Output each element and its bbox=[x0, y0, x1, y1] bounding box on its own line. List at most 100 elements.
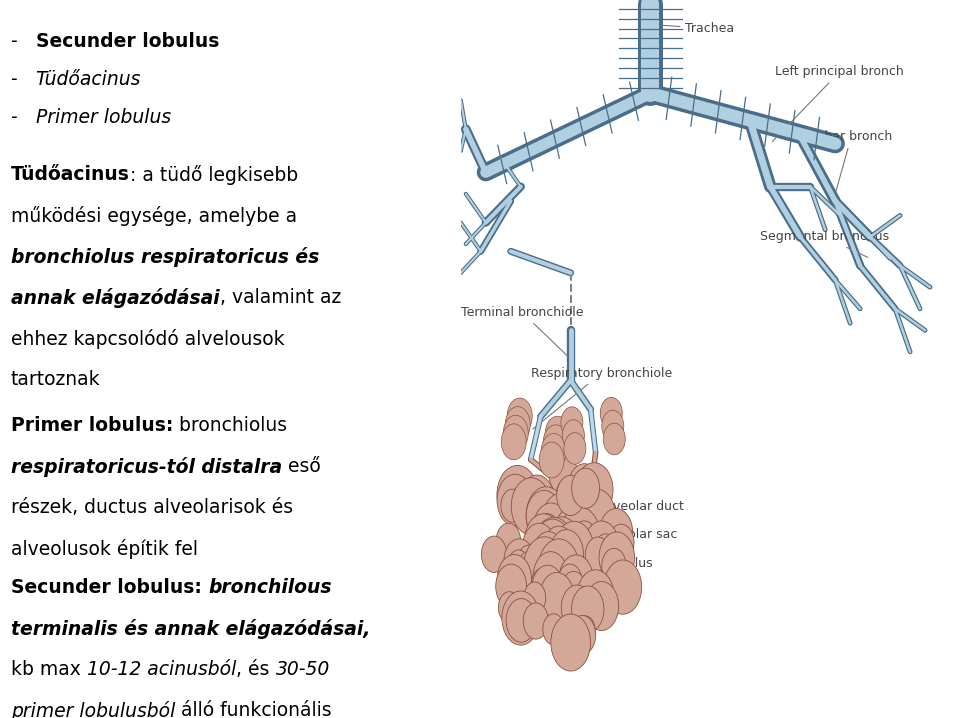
Text: Alveolus: Alveolus bbox=[539, 557, 653, 574]
Circle shape bbox=[540, 572, 574, 621]
Text: Alveolar duct: Alveolar duct bbox=[584, 496, 684, 513]
Text: Primer lobulus: Primer lobulus bbox=[36, 108, 171, 127]
Text: Alveolar sac: Alveolar sac bbox=[553, 528, 677, 541]
Circle shape bbox=[546, 550, 569, 584]
Text: részek, ductus alveolarisok és: részek, ductus alveolarisok és bbox=[11, 498, 293, 517]
Circle shape bbox=[496, 523, 520, 558]
Circle shape bbox=[575, 462, 613, 517]
Circle shape bbox=[599, 532, 635, 583]
Circle shape bbox=[534, 517, 574, 575]
Circle shape bbox=[599, 508, 633, 556]
Text: eső: eső bbox=[282, 457, 321, 476]
Circle shape bbox=[481, 536, 507, 572]
Circle shape bbox=[504, 538, 535, 583]
Text: terminalis és annak elágazódásai,: terminalis és annak elágazódásai, bbox=[11, 619, 371, 639]
Circle shape bbox=[585, 488, 607, 520]
Text: Tüdőacinus: Tüdőacinus bbox=[11, 165, 130, 184]
Circle shape bbox=[505, 406, 530, 442]
Text: annak elágazódásai: annak elágazódásai bbox=[11, 288, 220, 308]
Circle shape bbox=[524, 582, 545, 614]
Text: Trachea: Trachea bbox=[663, 22, 734, 35]
Circle shape bbox=[540, 521, 574, 571]
Text: -: - bbox=[11, 32, 36, 51]
Circle shape bbox=[503, 415, 528, 451]
Circle shape bbox=[532, 565, 564, 610]
Circle shape bbox=[522, 523, 556, 572]
Circle shape bbox=[524, 537, 565, 596]
Circle shape bbox=[526, 490, 562, 541]
Text: bronchiolus: bronchiolus bbox=[174, 416, 287, 435]
Circle shape bbox=[603, 423, 625, 454]
Circle shape bbox=[501, 424, 526, 460]
Circle shape bbox=[508, 550, 529, 580]
Text: ehhez kapcsolódó alvelousok: ehhez kapcsolódó alvelousok bbox=[11, 329, 284, 349]
Circle shape bbox=[506, 599, 537, 642]
Circle shape bbox=[584, 574, 611, 614]
Circle shape bbox=[556, 477, 581, 514]
Text: Respiratory bronchiole: Respiratory bronchiole bbox=[531, 367, 672, 429]
Text: Segmental bronchus: Segmental bronchus bbox=[760, 230, 890, 257]
Circle shape bbox=[507, 398, 532, 434]
Text: , valamint az: , valamint az bbox=[220, 288, 341, 307]
Circle shape bbox=[544, 549, 567, 581]
Circle shape bbox=[538, 558, 559, 589]
Circle shape bbox=[537, 555, 560, 589]
Circle shape bbox=[604, 560, 641, 614]
Circle shape bbox=[526, 487, 566, 544]
Text: Left principal bronch: Left principal bronch bbox=[772, 65, 904, 141]
Circle shape bbox=[518, 551, 540, 581]
Circle shape bbox=[561, 523, 590, 565]
Text: bronchilous: bronchilous bbox=[208, 578, 332, 597]
Circle shape bbox=[558, 564, 582, 599]
Circle shape bbox=[577, 570, 614, 624]
Circle shape bbox=[498, 592, 520, 623]
Text: működési egysége, amelybe a: működési egysége, amelybe a bbox=[11, 206, 297, 226]
Circle shape bbox=[542, 493, 579, 546]
Circle shape bbox=[566, 558, 589, 591]
Circle shape bbox=[543, 425, 568, 461]
Circle shape bbox=[502, 591, 540, 645]
Circle shape bbox=[539, 541, 565, 579]
Circle shape bbox=[523, 603, 548, 639]
Text: primer lobulusból: primer lobulusból bbox=[11, 701, 176, 718]
Circle shape bbox=[562, 516, 589, 556]
Text: : a tüdő legkisebb: : a tüdő legkisebb bbox=[130, 165, 298, 185]
Circle shape bbox=[594, 533, 617, 568]
Circle shape bbox=[497, 474, 533, 526]
Text: 10-12 acinusból: 10-12 acinusból bbox=[86, 660, 236, 679]
Circle shape bbox=[547, 493, 573, 531]
Circle shape bbox=[533, 519, 572, 575]
Circle shape bbox=[568, 615, 596, 654]
Circle shape bbox=[551, 614, 590, 671]
Circle shape bbox=[541, 434, 566, 470]
Circle shape bbox=[541, 517, 581, 574]
Text: Secunder lobulus: Secunder lobulus bbox=[36, 32, 219, 51]
Circle shape bbox=[501, 489, 524, 522]
Circle shape bbox=[560, 507, 600, 566]
Circle shape bbox=[579, 489, 615, 542]
Text: alveolusok építik fel: alveolusok építik fel bbox=[11, 539, 198, 559]
Circle shape bbox=[555, 508, 587, 554]
Text: bronchiolus respiratoricus és: bronchiolus respiratoricus és bbox=[11, 247, 320, 267]
Circle shape bbox=[516, 545, 541, 581]
Circle shape bbox=[602, 549, 626, 583]
Circle shape bbox=[540, 442, 564, 478]
Circle shape bbox=[533, 551, 568, 602]
Circle shape bbox=[564, 479, 590, 517]
Circle shape bbox=[549, 528, 575, 566]
Circle shape bbox=[497, 465, 538, 524]
Text: 30-50: 30-50 bbox=[276, 660, 330, 679]
Circle shape bbox=[549, 453, 577, 495]
Text: , és: , és bbox=[236, 660, 276, 679]
Text: Secunder lobulus:: Secunder lobulus: bbox=[11, 578, 208, 597]
Circle shape bbox=[562, 572, 586, 606]
Circle shape bbox=[562, 585, 593, 630]
Circle shape bbox=[512, 477, 551, 535]
Text: álló funkcionális: álló funkcionális bbox=[176, 701, 332, 718]
Circle shape bbox=[561, 407, 583, 439]
Circle shape bbox=[539, 539, 580, 598]
Text: -: - bbox=[11, 108, 36, 127]
Circle shape bbox=[524, 514, 563, 569]
Circle shape bbox=[533, 531, 564, 576]
Circle shape bbox=[542, 614, 564, 645]
